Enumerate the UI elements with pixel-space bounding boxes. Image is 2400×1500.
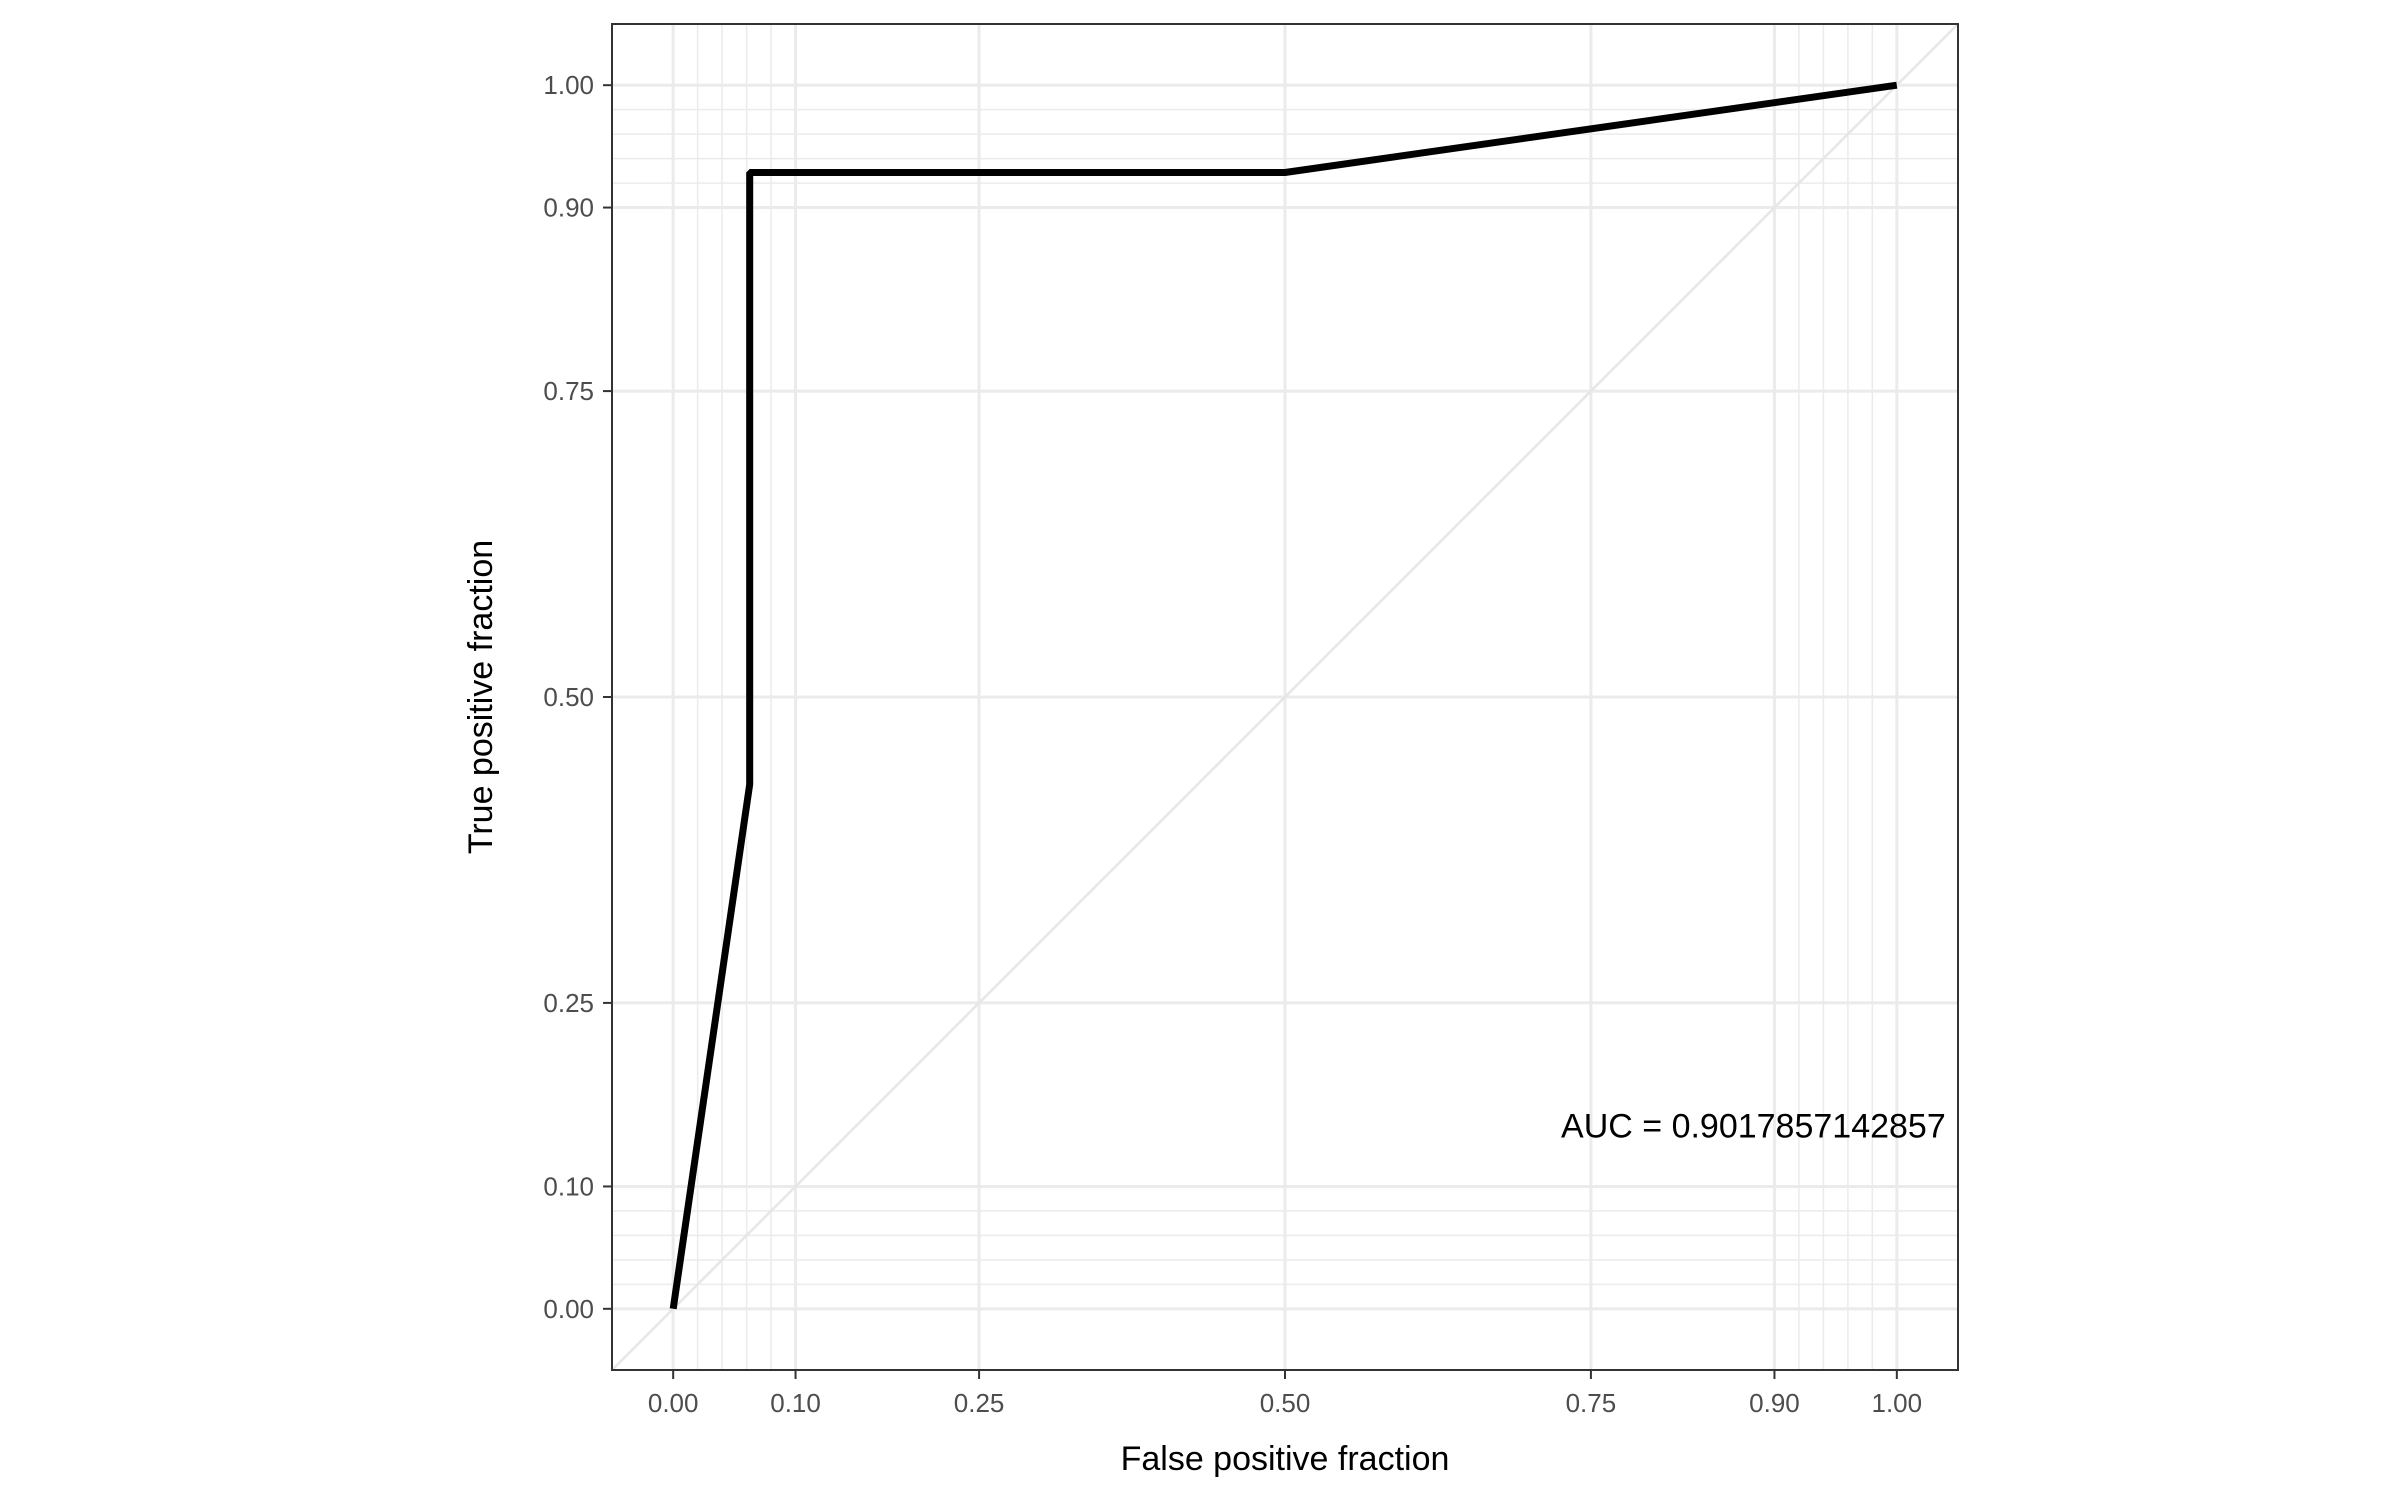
y-tick-label: 0.50: [543, 682, 594, 712]
x-tick-label: 0.25: [954, 1388, 1005, 1418]
y-tick-label: 0.25: [543, 988, 594, 1018]
x-tick-label: 1.00: [1872, 1388, 1923, 1418]
y-tick-label: 1.00: [543, 70, 594, 100]
x-tick-label: 0.90: [1749, 1388, 1800, 1418]
y-tick-label: 0.75: [543, 376, 594, 406]
x-tick-label: 0.00: [648, 1388, 699, 1418]
roc-curve-line: [669, 81, 1898, 1310]
auc-annotation: AUC = 0.9017857142857: [1561, 1107, 1946, 1145]
reference-layer: [611, 23, 1959, 1371]
curve-layer: [669, 81, 1898, 1310]
x-tick-label: 0.50: [1260, 1388, 1311, 1418]
y-tick-label: 0.10: [543, 1171, 594, 1201]
reference-diagonal-line: [611, 23, 1959, 1371]
y-tick-label: 0.90: [543, 193, 594, 223]
tick-layer: 0.00 0.10 0.25 0.50 0.75 0.90 1.00 0.00 0.10 0.25…: [543, 70, 1922, 1418]
x-tick-label: 0.10: [770, 1388, 821, 1418]
x-axis-title: False positive fraction: [1121, 1440, 1450, 1478]
y-axis-title: True positive fraction: [462, 540, 500, 854]
y-tick-label: 0.00: [543, 1294, 594, 1324]
x-tick-label: 0.75: [1566, 1388, 1617, 1418]
grid-layer: [612, 24, 1958, 1370]
